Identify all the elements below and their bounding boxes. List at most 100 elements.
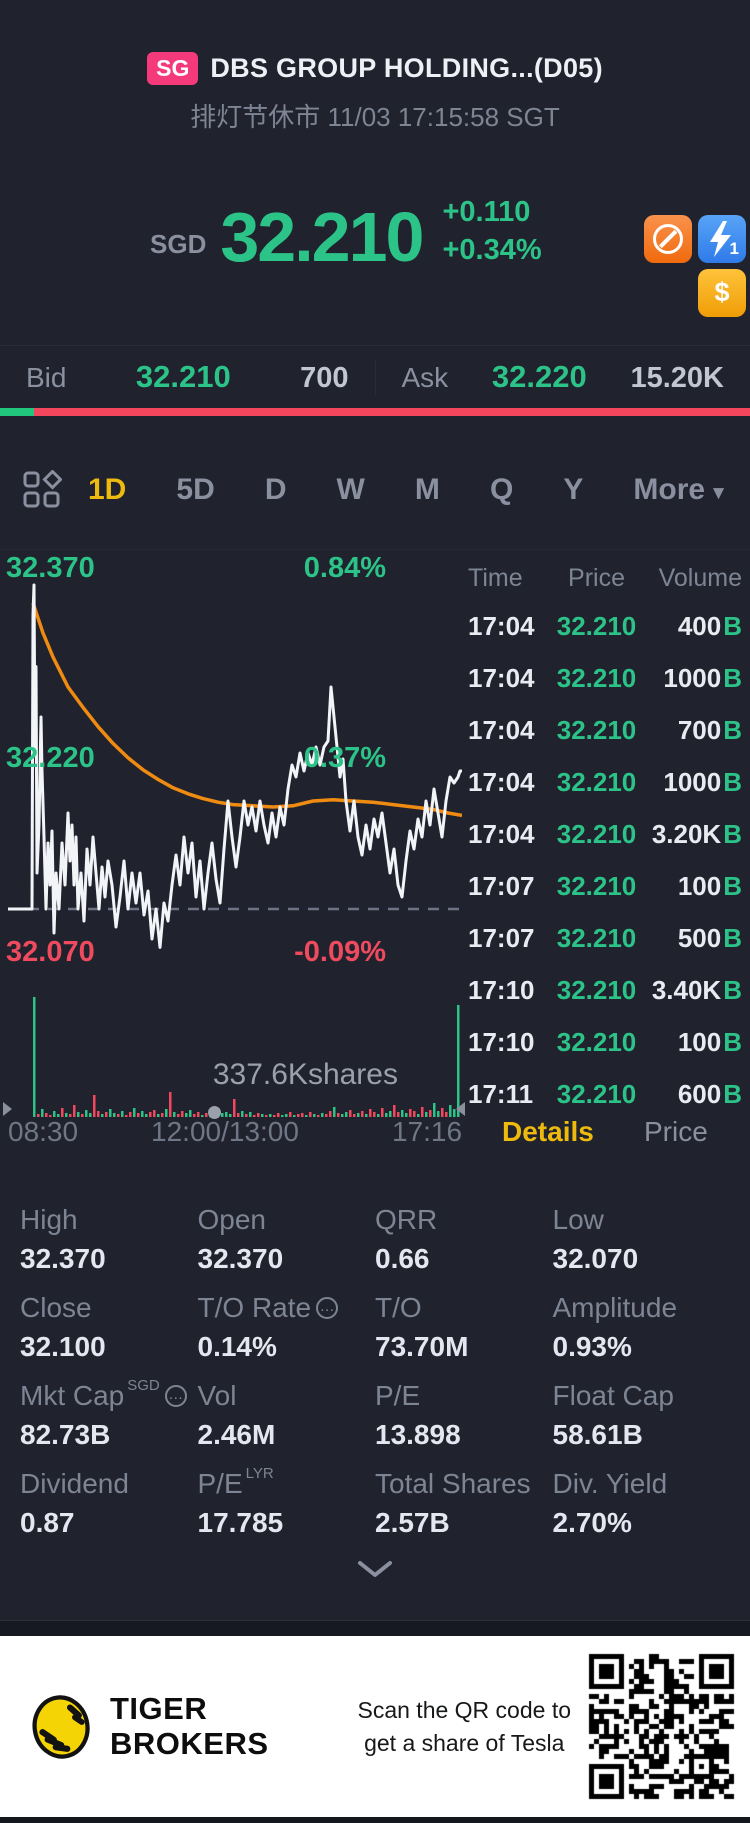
market-badge: SG [147, 52, 199, 85]
trade-row[interactable]: 17:10 32.210 3.40KB [468, 964, 742, 1016]
no-trading-icon[interactable] [644, 215, 692, 263]
detail-value: 2.57B [375, 1507, 450, 1538]
tab-details[interactable]: Details [502, 1116, 594, 1147]
trade-side-badge: B [723, 818, 742, 849]
trade-price: 32.210 [556, 1026, 637, 1057]
tab-1d[interactable]: 1D [88, 473, 127, 506]
detail-value: 17.785 [197, 1507, 284, 1538]
price-change: +0.110 [442, 196, 531, 228]
detail-p-e: P/E LYR 17.785 [197, 1465, 376, 1540]
chart-type-grid-icon[interactable] [22, 470, 62, 510]
ask-label: Ask [401, 362, 449, 393]
trade-volume: 100B [677, 1026, 742, 1057]
detail-label: Total Shares [375, 1468, 531, 1499]
trade-side-badge: B [723, 922, 742, 953]
ask-price[interactable]: 32.220 [491, 359, 587, 394]
page-title: DBS GROUP HOLDING...(D05) [210, 53, 603, 83]
trade-row[interactable]: 17:04 32.210 400B [468, 600, 742, 652]
prohibition-ring [653, 224, 683, 254]
bid-price[interactable]: 32.210 [135, 359, 231, 394]
detail-value: 0.93% [552, 1331, 632, 1362]
detail-label: Open [197, 1204, 267, 1235]
chevron-down-icon[interactable] [357, 1560, 393, 1580]
trade-row[interactable]: 17:04 32.210 1000B [468, 756, 742, 808]
promo-footer: TIGER BROKERS Scan the QR code to get a … [0, 1636, 750, 1817]
trade-price: 32.210 [556, 818, 637, 849]
tab-q[interactable]: Q [489, 473, 514, 506]
trade-side-badge: B [723, 766, 742, 797]
pan-right-handle[interactable] [456, 1102, 465, 1116]
info-icon[interactable]: … [164, 1385, 187, 1407]
tab-y[interactable]: Y [563, 473, 584, 506]
trade-row[interactable]: 17:10 32.210 100B [468, 1016, 742, 1068]
trade-time: 17:04 [468, 662, 535, 693]
market-status-timestamp: 排灯节休市 11/03 17:15:58 SGT [190, 102, 560, 132]
ask-block[interactable]: Ask 32.220 15.20K [376, 359, 750, 395]
col-time: Time [468, 563, 523, 592]
caret-down-icon: ▼ [709, 483, 728, 504]
tab-d[interactable]: D [264, 473, 287, 506]
trade-time: 17:04 [468, 610, 535, 641]
detail-label: Float Cap [552, 1380, 674, 1411]
level1-number: 1 [729, 239, 739, 258]
trade-row[interactable]: 17:04 32.210 1000B [468, 652, 742, 704]
detail-label: Amplitude [552, 1292, 678, 1323]
detail-amplitude: Amplitude 0.93% [553, 1292, 731, 1364]
trade-price: 32.210 [556, 662, 637, 693]
trade-volume: 700B [677, 714, 742, 745]
trade-row[interactable]: 17:07 32.210 500B [468, 912, 742, 964]
detail-value: 0.14% [197, 1331, 277, 1362]
detail-value: 13.898 [375, 1419, 461, 1450]
tab-5d[interactable]: 5D [176, 473, 215, 506]
info-icon[interactable]: … [316, 1297, 339, 1319]
tab-more[interactable]: More ▼ [633, 473, 728, 506]
detail-value: 2.46M [197, 1419, 276, 1450]
detail-label: T/O Rate [197, 1292, 312, 1323]
detail-label: Mkt Cap [20, 1380, 125, 1411]
currency-label: SGD [150, 228, 207, 259]
price-change-pct: +0.34% [442, 234, 542, 267]
trade-row[interactable]: 17:04 32.210 3.20KB [468, 808, 742, 860]
detail-div-yield: Div. Yield 2.70% [553, 1468, 731, 1540]
midday-break-dot [208, 1106, 221, 1119]
chart-section: 32.370 0.84% 32.220 0.37% 32.070 -0.09% … [0, 550, 750, 1190]
quote-badges: 1 $ [644, 215, 746, 317]
trades-panel: Time Price Volume 17:04 32.210 400B 17:04 32… [468, 556, 742, 1120]
tab-w[interactable]: W [336, 473, 365, 506]
trade-time: 17:10 [468, 974, 535, 1005]
intraday-chart-svg[interactable] [8, 560, 462, 1120]
detail-label: Dividend [20, 1468, 129, 1499]
trade-volume: 400B [677, 610, 742, 641]
flash-quote-level1-icon[interactable]: 1 [698, 215, 746, 263]
trade-volume: 600B [677, 1078, 742, 1109]
detail-value: 58.61B [552, 1419, 643, 1450]
header: SG DBS GROUP HOLDING...(D05) 排灯节休市 11/03… [0, 0, 750, 135]
trade-row[interactable]: 17:11 32.210 600B [468, 1068, 742, 1120]
chart-high-label: 32.370 [6, 552, 95, 584]
detail-high: High 32.370 [20, 1204, 198, 1276]
details-grid: High 32.370 Open 32.370 QRR 0.66 Low 32.070 Clos… [20, 1204, 730, 1540]
bid-block[interactable]: Bid 32.210 700 [0, 359, 376, 395]
pan-left-handle[interactable] [3, 1102, 12, 1116]
chart-mid-label: 32.220 [6, 742, 95, 774]
trade-price: 32.210 [556, 1078, 637, 1109]
tab-m[interactable]: M [414, 473, 440, 506]
trades-rows: 17:04 32.210 400B 17:04 32.210 1000B 17:04 32.2… [468, 600, 742, 1120]
axis-open-time: 08:30 [8, 1116, 79, 1147]
detail-label: High [20, 1204, 78, 1235]
trades-header: Time Price Volume [468, 556, 742, 600]
bid-ask-section: Bid 32.210 700 Ask 32.220 15.20K [0, 345, 750, 420]
tab-price[interactable]: Price [644, 1116, 708, 1147]
trade-row[interactable]: 17:04 32.210 700B [468, 704, 742, 756]
detail-low: Low 32.070 [553, 1204, 731, 1276]
detail-label: T/O [375, 1292, 422, 1323]
detail-value: 82.73B [20, 1419, 111, 1450]
trade-time: 17:04 [468, 818, 535, 849]
trade-row[interactable]: 17:07 32.210 100B [468, 860, 742, 912]
detail-value: 32.370 [197, 1243, 284, 1274]
volume-total-label: 337.6Kshares [212, 1058, 398, 1091]
trade-time: 17:04 [468, 714, 535, 745]
cash-dollar-icon[interactable]: $ [698, 269, 746, 317]
trade-price: 32.210 [556, 922, 637, 953]
trade-side-badge: B [723, 974, 742, 1005]
